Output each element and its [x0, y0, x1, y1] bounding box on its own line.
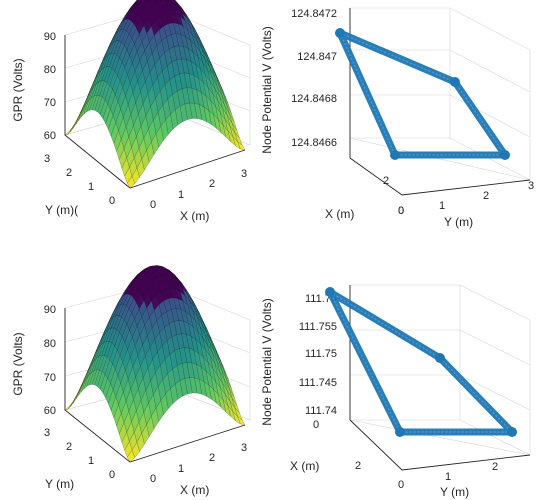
y-ticks: 0 1 2 3	[398, 180, 534, 217]
y-tick-label: 2	[66, 441, 72, 453]
y-tick-label: 2	[66, 167, 72, 179]
y-tick-label: 1	[88, 181, 94, 193]
x-tick-label: 0	[150, 473, 156, 485]
x-tick-label: 1	[178, 189, 184, 201]
y-tick-label: 0	[109, 195, 115, 207]
y-tick-label: 0	[109, 469, 115, 481]
z-tick-label: 124.8468	[291, 93, 337, 105]
surface-facet	[127, 449, 135, 463]
data-point	[500, 150, 510, 160]
x-axis-label: X (m)	[180, 209, 209, 223]
x-tick-label: 3	[241, 442, 247, 454]
z-tick-label: 111.74	[305, 405, 337, 417]
y-tick-label: 2	[492, 461, 498, 473]
x-tick-label: 0	[398, 205, 404, 217]
panel-bottom-right: 111.74 111.745 111.75 111.755 111.76 Nod…	[260, 284, 531, 499]
z-tick-label: 90	[44, 304, 56, 316]
z-tick-label: 70	[44, 372, 56, 384]
x-ticks: 0 1 2 3	[150, 442, 247, 485]
z-axis-label: GPR (Volts)	[11, 58, 25, 121]
x-tick-label: 2	[383, 175, 389, 187]
x-ticks: 0 2	[313, 419, 361, 472]
y-axis-label: Y (m)	[45, 477, 74, 491]
y-tick-label: 0	[398, 479, 404, 491]
y-tick-label: 1	[439, 200, 445, 212]
surface-facet	[75, 108, 84, 125]
data-point	[450, 77, 460, 87]
x-axis-label: X (m)	[180, 483, 209, 497]
z-tick-label: 124.8472	[291, 8, 337, 20]
surface-facet	[127, 175, 135, 189]
series-line	[336, 29, 509, 159]
data-point	[435, 353, 445, 363]
z-ticks: 111.74 111.745 111.75 111.755 111.76	[299, 293, 337, 417]
line-plot	[335, 28, 510, 160]
x-tick-label: 0	[313, 419, 319, 431]
z-tick-label: 60	[44, 405, 56, 417]
z-tick-label: 80	[44, 64, 56, 76]
y-tick-label: 1	[445, 471, 451, 483]
x-axis-label: X (m)	[325, 207, 354, 221]
box-frame	[349, 7, 531, 196]
z-tick-label: 70	[44, 97, 56, 109]
x-tick-label: 0	[150, 199, 156, 211]
surface-plot	[64, 0, 246, 189]
z-axis-label: Node Potential V (Volts)	[260, 298, 274, 425]
series-line	[326, 288, 516, 436]
z-ticks: 60 70 80 90	[44, 304, 56, 417]
panel-top-left: 60 70 80 90 GPR (Volts) 0 1 2 3 Y (m)( 0…	[11, 0, 251, 223]
data-point	[325, 287, 335, 297]
series-line-texture	[329, 291, 514, 433]
data-point	[395, 427, 405, 437]
x-tick-label: 1	[178, 463, 184, 475]
z-tick-label: 111.755	[299, 321, 337, 333]
surface-facet	[75, 383, 84, 400]
z-ticks: 124.8466 124.8468 124.847 124.8472	[291, 8, 337, 149]
z-tick-label: 60	[44, 130, 56, 142]
x-tick-label: 2	[355, 460, 361, 472]
x-tick-label: 2	[209, 452, 215, 464]
z-tick-label: 80	[44, 338, 56, 350]
surface-plot	[64, 265, 246, 463]
line-plot	[325, 287, 517, 437]
y-tick-label: 2	[483, 190, 489, 202]
y-tick-label: 3	[528, 180, 534, 192]
z-tick-label: 111.745	[299, 377, 337, 389]
box-frame	[349, 284, 531, 471]
data-point	[390, 150, 400, 160]
z-axis-label: Node Potential V (Volts)	[260, 26, 274, 153]
data-point	[507, 427, 517, 437]
x-axis-label: X (m)	[290, 459, 319, 473]
panel-bottom-left: 60 70 80 90 GPR (Volts) 0 1 2 3 Y (m) 0 …	[11, 265, 251, 497]
y-axis-label: Y (m)	[440, 485, 469, 499]
y-tick-label: 1	[88, 455, 94, 467]
y-axis-label: Y (m)	[444, 215, 473, 229]
z-axis-label: GPR (Volts)	[11, 332, 25, 395]
z-tick-label: 124.8466	[291, 137, 337, 149]
x-ticks: 2 0	[383, 175, 404, 217]
x-tick-label: 3	[241, 168, 247, 180]
y-tick-label: 3	[44, 153, 50, 165]
y-axis-label: Y (m)(	[45, 203, 78, 217]
y-ticks: 0 1 2 3	[44, 427, 115, 481]
z-tick-label: 111.75	[305, 348, 337, 360]
z-tick-label: 124.847	[297, 51, 337, 63]
y-ticks: 0 1 2	[398, 461, 498, 491]
y-tick-label: 0	[398, 205, 404, 217]
panel-top-right: 124.8466 124.8468 124.847 124.8472 Node …	[260, 7, 534, 229]
y-ticks: 0 1 2 3	[44, 153, 115, 207]
x-ticks: 0 1 2 3	[150, 168, 247, 211]
z-tick-label: 90	[44, 31, 56, 43]
y-tick-label: 3	[44, 427, 50, 439]
z-ticks: 60 70 80 90	[44, 31, 56, 142]
x-tick-label: 2	[209, 178, 215, 190]
data-point	[335, 28, 345, 38]
